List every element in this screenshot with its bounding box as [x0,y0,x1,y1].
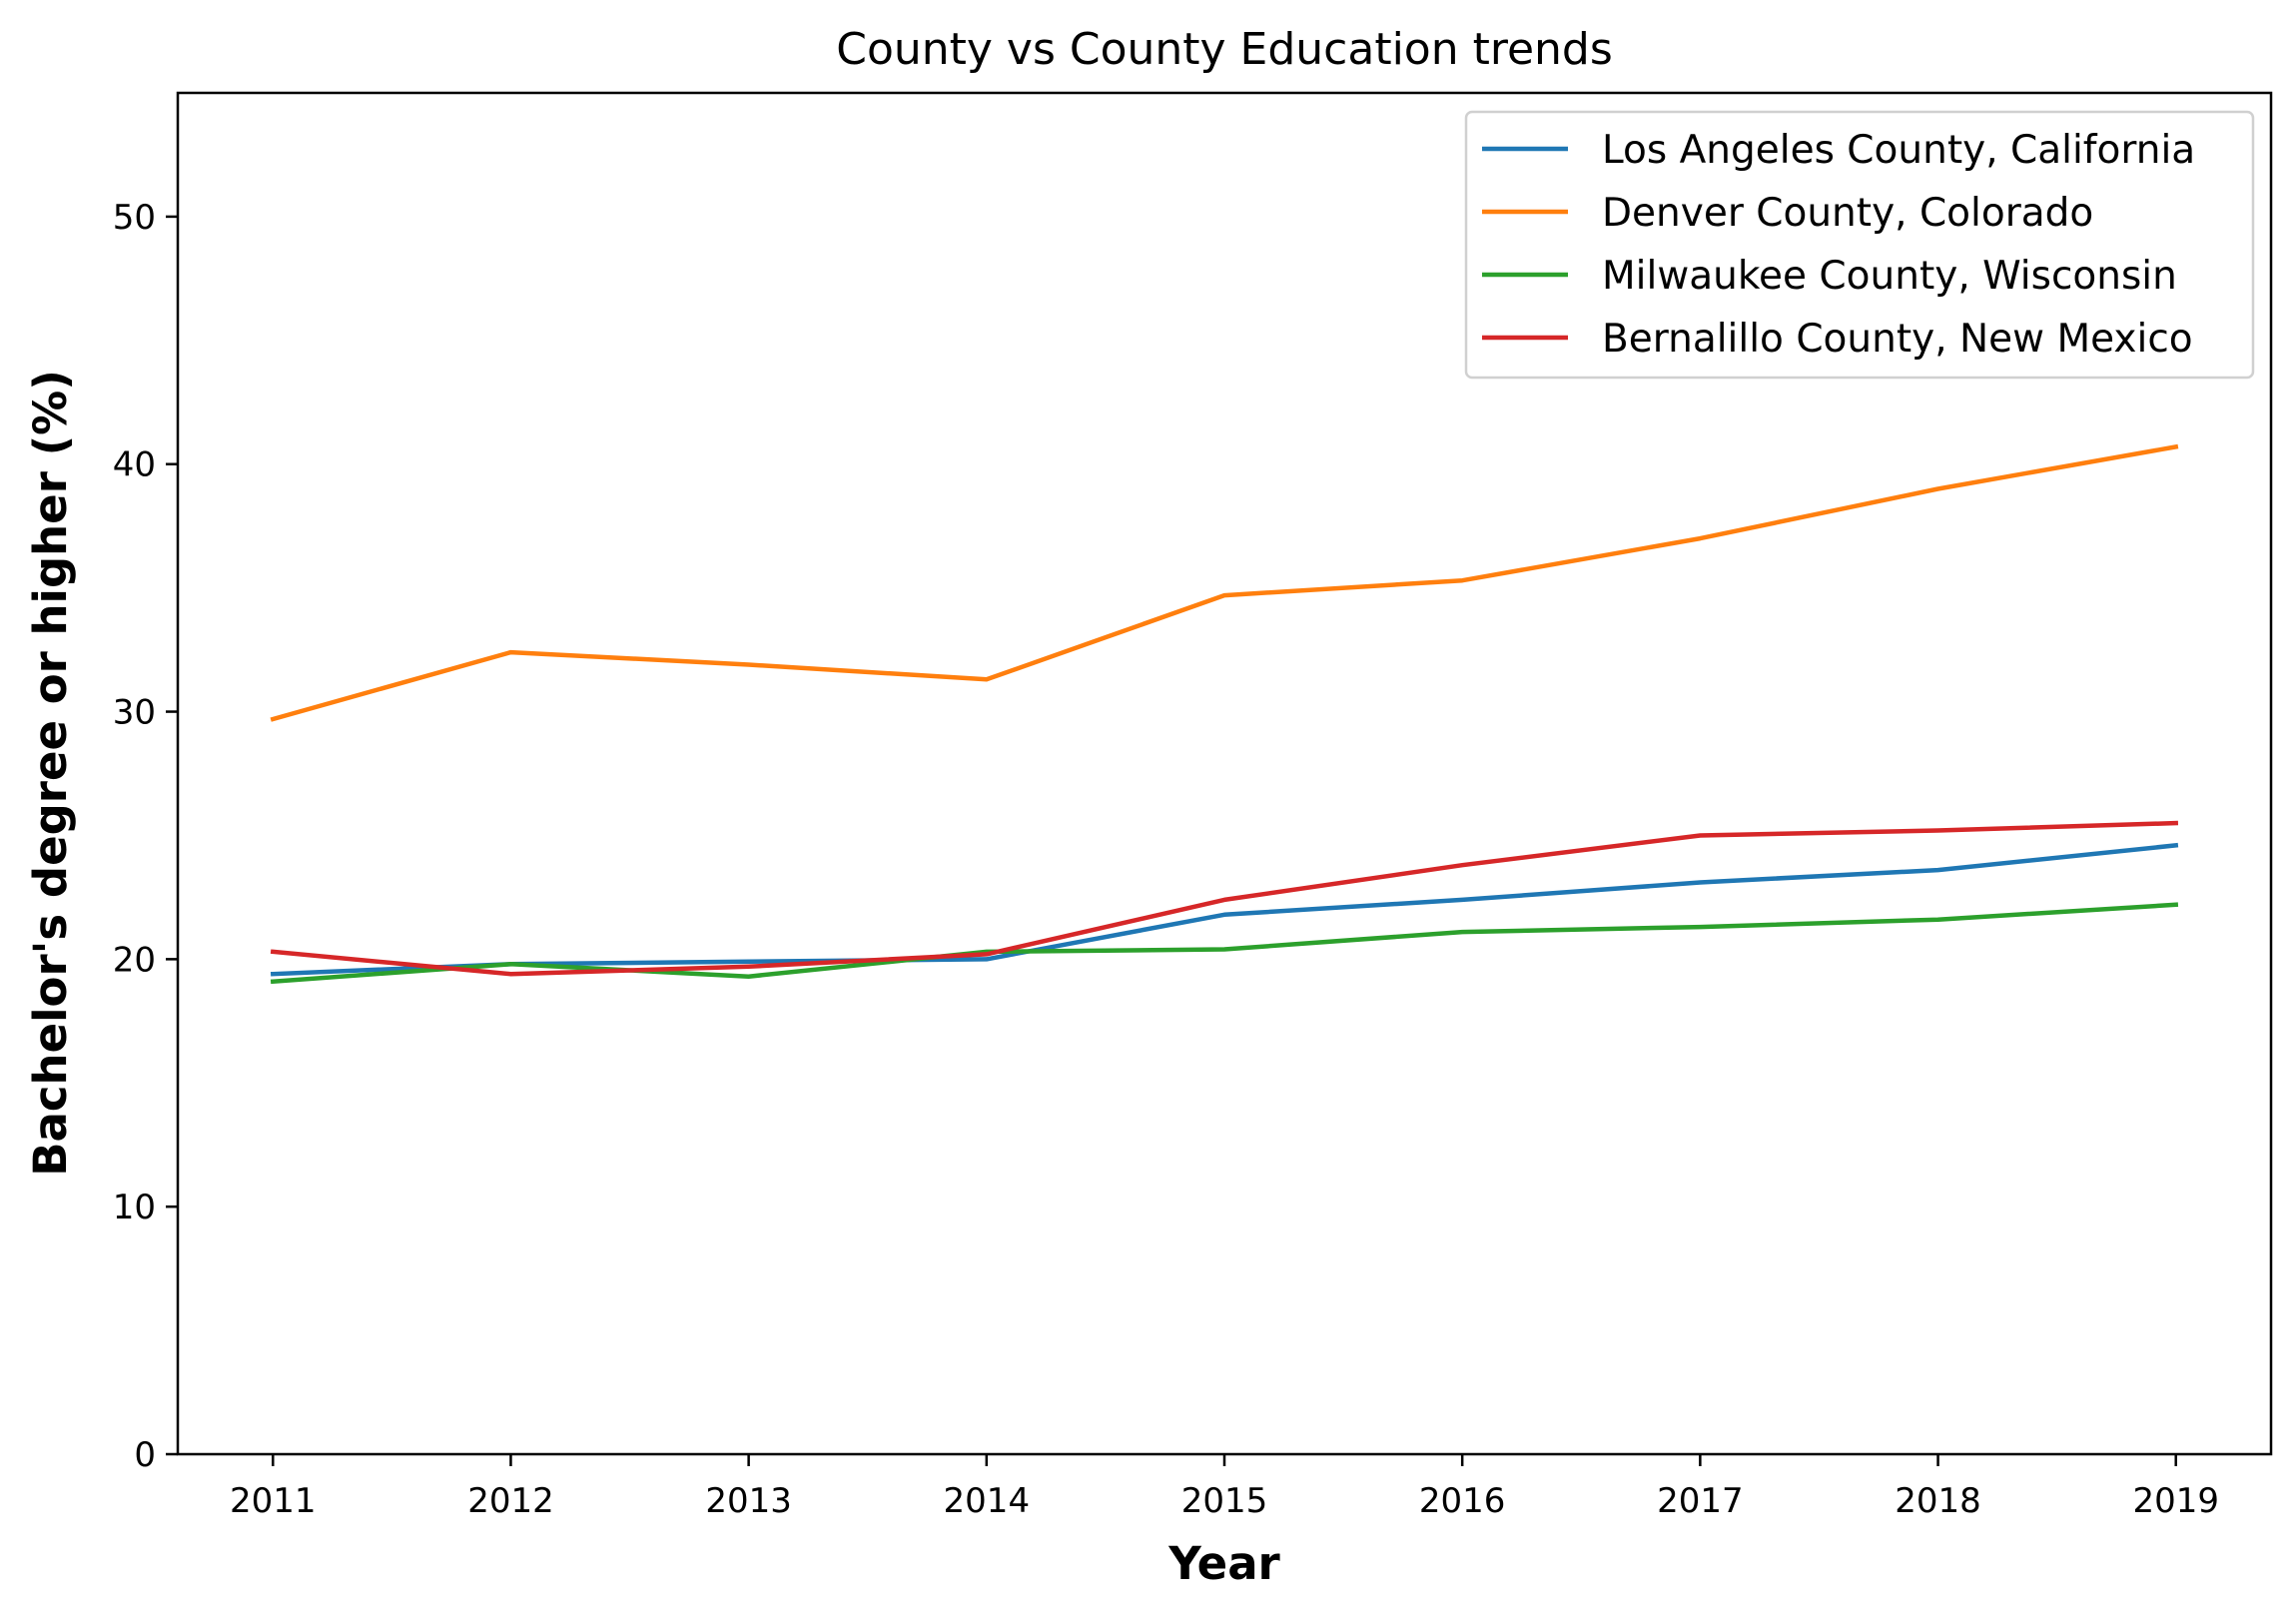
y-tick-label: 40 [113,445,156,485]
y-tick-label: 50 [113,198,156,238]
series-line-1 [270,443,2179,722]
y-axis: 0 10 20 30 40 50 [113,198,178,1475]
y-axis-title: Bachelor's degree or higher (%) [24,370,77,1177]
y-tick-label: 30 [113,693,156,733]
x-tick-label: 2012 [467,1481,554,1521]
x-tick-label: 2011 [230,1481,317,1521]
series-line-2 [270,902,2179,985]
legend-label: Milwaukee County, Wisconsin [1602,254,2177,299]
legend-label: Bernalillo County, New Mexico [1602,317,2193,362]
x-tick-label: 2016 [1419,1481,1506,1521]
x-axis-title: Year [1167,1537,1280,1590]
legend: Los Angeles County, California Denver Cou… [1464,110,2255,380]
plot-frame [176,91,2273,1456]
x-tick-label: 2019 [2132,1481,2219,1521]
y-tick-label: 20 [113,940,156,980]
legend-label: Los Angeles County, California [1602,128,2195,173]
x-tick-label: 2015 [1181,1481,1268,1521]
x-tick-label: 2017 [1657,1481,1744,1521]
legend-label: Denver County, Colorado [1602,191,2093,236]
series-line-3 [270,820,2179,977]
plot-lines [270,443,2179,985]
x-tick-label: 2014 [944,1481,1031,1521]
chart-title: County vs County Education trends [836,24,1613,75]
x-axis: 2011 2012 2013 2014 2015 2016 2017 2018 2019 [230,1454,2219,1521]
series-line-0 [270,842,2179,977]
y-tick-label: 10 [113,1188,156,1227]
x-tick-label: 2013 [705,1481,792,1521]
legend-box [1464,110,2255,380]
x-tick-label: 2018 [1895,1481,1981,1521]
y-tick-label: 0 [134,1435,156,1475]
